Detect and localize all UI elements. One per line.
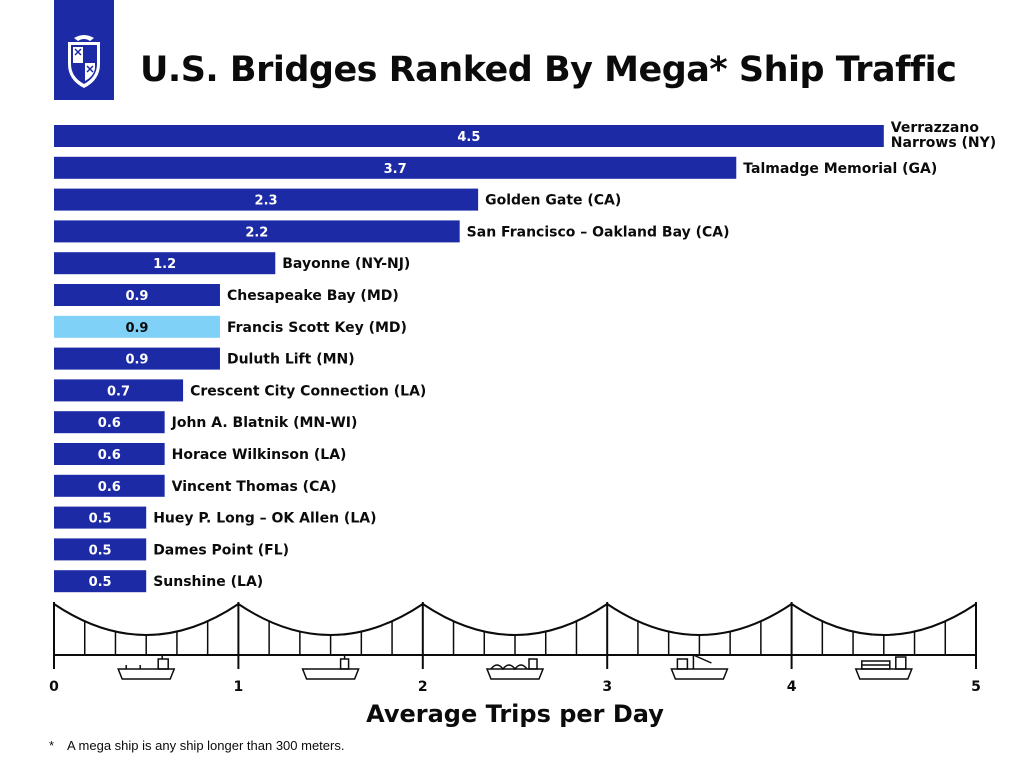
x-axis-label: Average Trips per Day bbox=[366, 700, 664, 728]
bar bbox=[54, 125, 884, 147]
bar bbox=[54, 347, 220, 370]
x-tick-label: 4 bbox=[787, 679, 797, 695]
bar-value-label: 0.7 bbox=[107, 384, 130, 399]
logo bbox=[54, 0, 114, 100]
bar bbox=[54, 252, 276, 275]
bar-value-label: 2.2 bbox=[245, 225, 268, 240]
bar-category-label: Talmadge Memorial (GA) bbox=[743, 161, 937, 177]
bar-value-label: 4.5 bbox=[457, 130, 480, 145]
bar-category-label: Duluth Lift (MN) bbox=[227, 352, 355, 368]
ship-illustrations bbox=[117, 654, 913, 680]
bridge-cable bbox=[237, 603, 424, 636]
lng-carrier-icon bbox=[485, 658, 545, 680]
bar-value-label: 0.5 bbox=[89, 575, 112, 590]
bar bbox=[54, 284, 220, 306]
footnote-marker: * bbox=[49, 738, 55, 753]
bar-value-label: 3.7 bbox=[384, 162, 407, 177]
bar-value-label: 0.6 bbox=[98, 448, 121, 463]
bar-value-label: 0.6 bbox=[98, 416, 121, 431]
bridge-cable bbox=[791, 603, 977, 636]
bar bbox=[54, 411, 165, 434]
bar-value-label: 2.3 bbox=[255, 194, 278, 209]
bridge-illustration bbox=[53, 602, 977, 655]
crane-ship-icon bbox=[670, 654, 729, 680]
bar bbox=[54, 379, 184, 402]
bar-value-label: 0.6 bbox=[98, 480, 121, 495]
university-shield-icon bbox=[68, 35, 100, 88]
bar-category-label: Horace Wilkinson (LA) bbox=[172, 447, 347, 463]
bridge-cable bbox=[53, 603, 239, 636]
container-ship-icon bbox=[854, 656, 913, 680]
bar-highlighted bbox=[54, 315, 220, 338]
bar-category-label: Verrazzano Narrows (NY) bbox=[891, 120, 996, 151]
bar bbox=[54, 443, 165, 465]
cargo-ship-icon bbox=[301, 655, 360, 680]
x-tick-label: 3 bbox=[602, 679, 612, 695]
bar-category-label: Vincent Thomas (CA) bbox=[172, 479, 337, 495]
bar-category-label: Dames Point (FL) bbox=[153, 542, 289, 558]
bar-series: 4.5 Verrazzano Narrows (NY) 3.7 Talmadge Mem… bbox=[54, 120, 996, 593]
bar-category-label: Chesapeake Bay (MD) bbox=[227, 288, 399, 304]
x-tick-label: 0 bbox=[49, 679, 59, 695]
bar-category-label: Golden Gate (CA) bbox=[485, 193, 621, 209]
bar-category-label: San Francisco – Oakland Bay (CA) bbox=[467, 224, 730, 240]
x-tick-label: 5 bbox=[971, 679, 981, 695]
bar-category-label: Francis Scott Key (MD) bbox=[227, 320, 407, 336]
bar bbox=[54, 538, 147, 561]
bar-category-label: Crescent City Connection (LA) bbox=[190, 383, 426, 399]
chart-title: U.S. Bridges Ranked By Mega* Ship Traffi… bbox=[140, 50, 957, 90]
bar-value-label: 0.5 bbox=[89, 512, 112, 527]
bar-value-label: 1.2 bbox=[153, 257, 176, 272]
bar bbox=[54, 570, 147, 593]
bar-value-label: 0.5 bbox=[89, 543, 112, 558]
bar-value-label: 0.9 bbox=[125, 289, 148, 304]
x-tick-label: 2 bbox=[418, 679, 428, 695]
bar-category-label: Huey P. Long – OK Allen (LA) bbox=[153, 511, 376, 527]
tanker-ship-icon bbox=[117, 654, 176, 680]
bar-category-label: Bayonne (NY-NJ) bbox=[282, 256, 410, 272]
bridge-cable bbox=[606, 603, 793, 636]
bar bbox=[54, 506, 147, 529]
bridge-cable bbox=[422, 603, 608, 636]
x-axis: 0 1 2 3 4 5 bbox=[49, 654, 981, 695]
bar bbox=[54, 474, 165, 497]
bar bbox=[54, 188, 479, 211]
footnote: * A mega ship is any ship longer than 30… bbox=[49, 738, 344, 753]
footnote-text: A mega ship is any ship longer than 300 … bbox=[66, 738, 345, 753]
bar-chart: 4.5 Verrazzano Narrows (NY) 3.7 Talmadge Mem… bbox=[49, 120, 996, 695]
x-tick-label: 1 bbox=[234, 679, 244, 695]
bar-category-label: John A. Blatnik (MN-WI) bbox=[171, 415, 358, 431]
bar-category-label: Sunshine (LA) bbox=[153, 574, 263, 590]
bar bbox=[54, 220, 460, 243]
bar-value-label: 0.9 bbox=[125, 321, 148, 336]
bar-value-label: 0.9 bbox=[125, 353, 148, 368]
bar bbox=[54, 156, 737, 179]
